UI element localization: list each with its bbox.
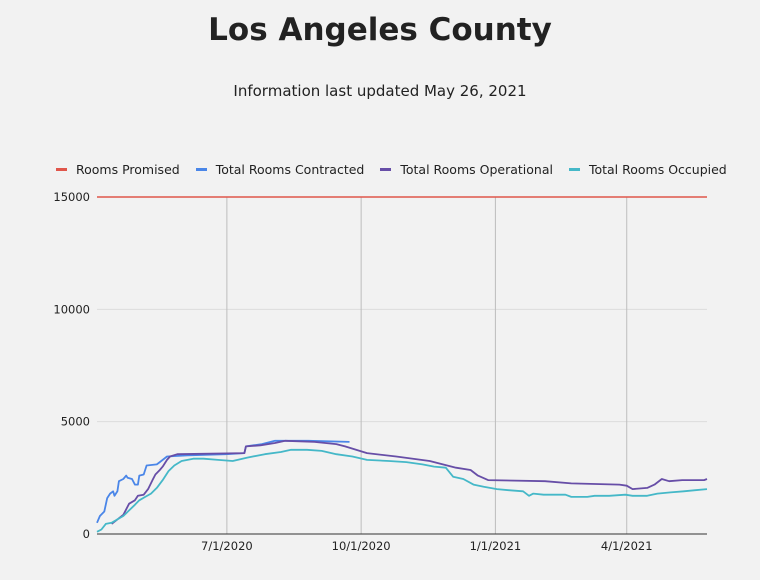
legend-swatch-total-rooms-contracted [195, 168, 207, 171]
legend-item-total-rooms-operational[interactable]: Total Rooms Operational [380, 162, 553, 177]
y-tick-label: 5000 [61, 415, 90, 429]
chart-title: Los Angeles County [208, 12, 552, 48]
chart-series [96, 196, 708, 533]
legend-label-total-rooms-contracted: Total Rooms Contracted [215, 162, 365, 177]
legend-item-total-rooms-occupied[interactable]: Total Rooms Occupied [568, 162, 727, 177]
legend-item-total-rooms-contracted[interactable]: Total Rooms Contracted [195, 162, 365, 177]
x-tick-label: 4/1/2021 [601, 539, 653, 553]
x-tick-label: 7/1/2020 [201, 539, 253, 553]
chart-axes: 0 5000 10000 15000 7/1/2020 10/1/2020 1/1/2021… [53, 190, 707, 553]
legend-item-rooms-promised[interactable]: Rooms Promised [56, 162, 180, 177]
legend-label-total-rooms-occupied: Total Rooms Occupied [588, 162, 727, 177]
chart-subtitle: Information last updated May 26, 2021 [233, 82, 527, 100]
chart-grid [97, 196, 707, 534]
y-tick-label: 10000 [53, 302, 90, 316]
legend-swatch-total-rooms-operational [380, 168, 392, 171]
series-line-total-rooms-occupied [96, 448, 708, 533]
legend-swatch-rooms-promised [56, 168, 67, 171]
x-tick-label: 10/1/2020 [332, 539, 391, 553]
series-line-total-rooms-operational [111, 439, 708, 525]
legend-label-total-rooms-operational: Total Rooms Operational [400, 162, 553, 177]
legend-swatch-total-rooms-occupied [568, 168, 580, 171]
x-tick-label: 1/1/2021 [470, 539, 522, 553]
y-tick-label: 0 [83, 527, 90, 541]
legend-label-rooms-promised: Rooms Promised [76, 162, 180, 177]
chart-legend: Rooms Promised Total Rooms Contracted To… [56, 162, 727, 177]
y-tick-label: 15000 [53, 190, 90, 204]
